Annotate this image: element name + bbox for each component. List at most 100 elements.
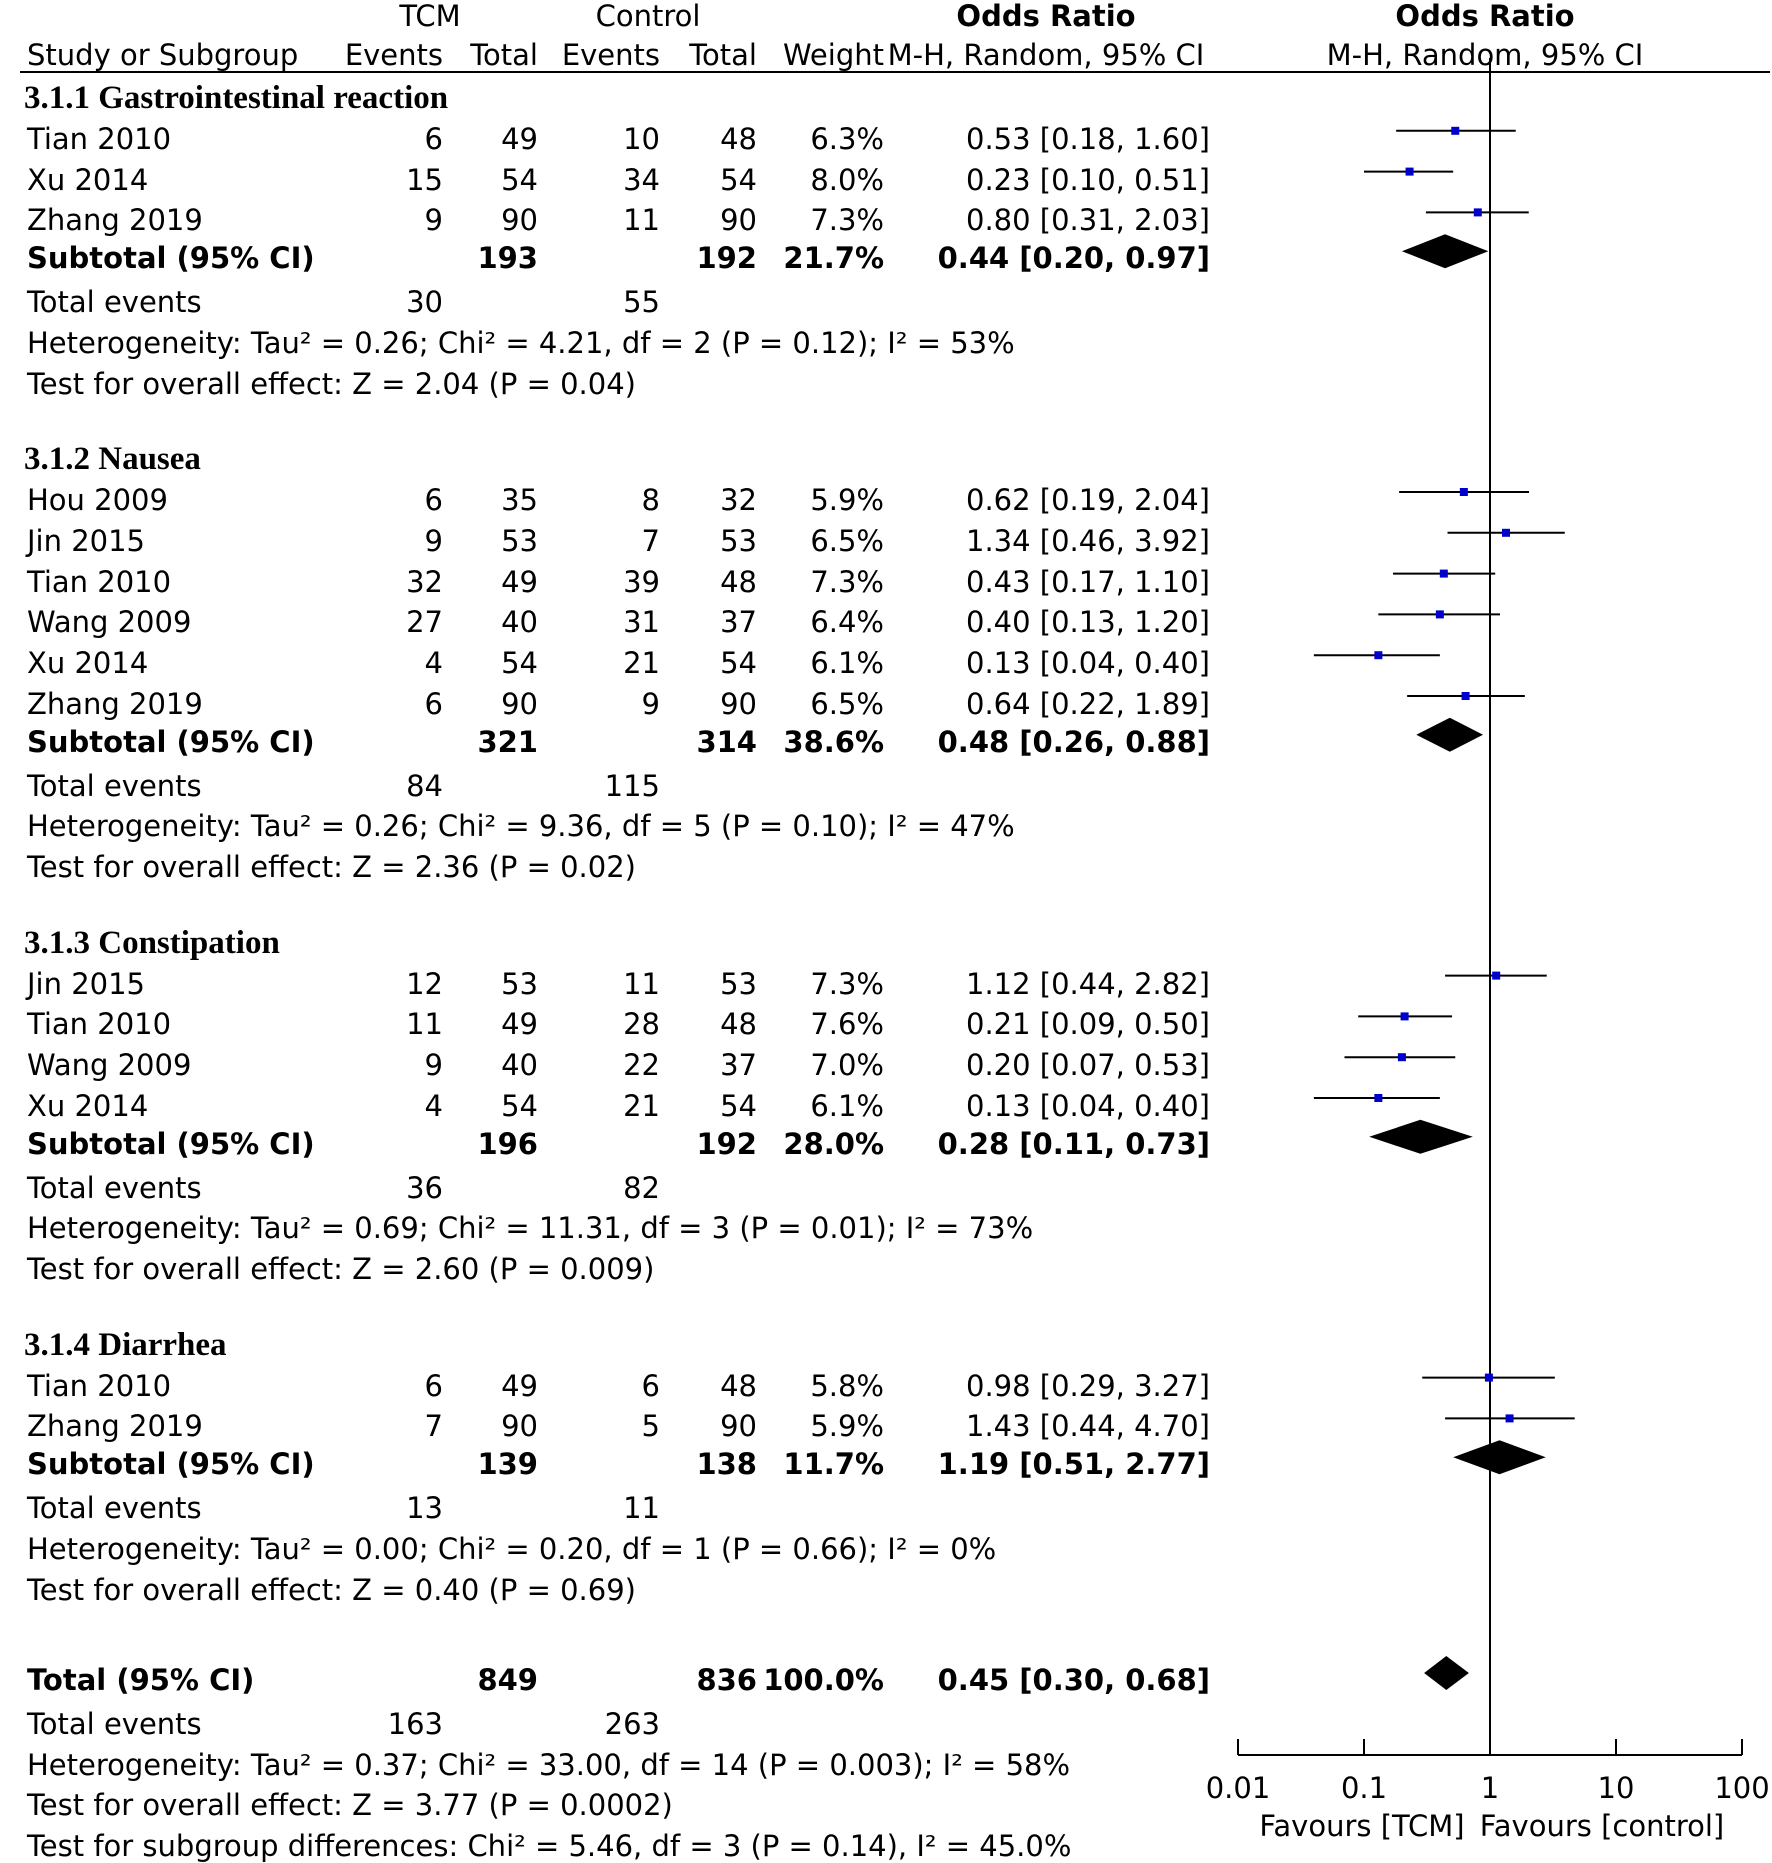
study-tcm-events: 32 bbox=[406, 564, 443, 599]
axis-tick-label: 10 bbox=[1597, 1771, 1635, 1805]
study-tcm-total: 54 bbox=[501, 646, 538, 681]
study-control-events: 34 bbox=[623, 162, 660, 197]
study-control-events: 31 bbox=[623, 605, 660, 640]
study-odds-ratio: 1.43 [0.44, 4.70] bbox=[966, 1409, 1210, 1444]
header-method-left: M-H, Random, 95% CI bbox=[887, 38, 1205, 72]
study-weight: 6.4% bbox=[810, 605, 884, 640]
study-point-estimate bbox=[1374, 651, 1383, 660]
subtotal-label: Subtotal (95% CI) bbox=[27, 1126, 315, 1161]
study-weight: 7.3% bbox=[810, 203, 884, 238]
header-odds-ratio-right: Odds Ratio bbox=[1395, 0, 1575, 33]
study-tcm-events: 6 bbox=[424, 1368, 443, 1403]
study-name: Zhang 2019 bbox=[27, 203, 203, 238]
header-tcm-total: Total bbox=[470, 38, 538, 72]
axis-tick-label: 0.1 bbox=[1340, 1771, 1388, 1805]
study-name: Wang 2009 bbox=[27, 605, 192, 640]
study-name: Jin 2015 bbox=[27, 523, 146, 558]
total-odds-ratio: 0.45 [0.30, 0.68] bbox=[937, 1663, 1210, 1697]
overall-effect-text: Test for overall effect: Z = 2.04 (P = 0… bbox=[27, 366, 636, 401]
overall-effect-text: Test for overall effect: Z = 2.36 (P = 0… bbox=[27, 850, 636, 885]
subtotal-tcm-total: 193 bbox=[477, 241, 538, 276]
subgroup-differences-text: Test for subgroup differences: Chi² = 5.… bbox=[27, 1829, 1072, 1863]
study-weight: 7.6% bbox=[810, 1007, 884, 1042]
study-weight: 7.3% bbox=[810, 564, 884, 599]
study-tcm-events: 11 bbox=[406, 1007, 443, 1042]
subtotal-control-total: 192 bbox=[696, 241, 757, 276]
subtotal-control-total: 192 bbox=[696, 1126, 757, 1161]
study-tcm-total: 53 bbox=[501, 523, 538, 558]
study-control-total: 48 bbox=[720, 564, 757, 599]
overall-effect-text: Test for overall effect: Z = 2.60 (P = 0… bbox=[27, 1252, 655, 1287]
subgroup-title: 3.1.3 Constipation bbox=[24, 924, 280, 961]
total-events-control: 55 bbox=[623, 285, 660, 319]
study-odds-ratio: 0.62 [0.19, 2.04] bbox=[966, 483, 1210, 517]
study-weight: 6.1% bbox=[810, 646, 884, 681]
study-control-total: 37 bbox=[720, 1048, 757, 1083]
heterogeneity-text: Heterogeneity: Tau² = 0.00; Chi² = 0.20,… bbox=[27, 1531, 997, 1566]
study-point-estimate bbox=[1405, 167, 1414, 176]
subtotal-weight: 21.7% bbox=[783, 241, 884, 276]
study-tcm-total: 54 bbox=[501, 1089, 538, 1123]
study-weight: 8.0% bbox=[810, 162, 884, 197]
study-tcm-total: 49 bbox=[501, 1368, 538, 1403]
subtotal-tcm-total: 139 bbox=[477, 1447, 538, 1482]
total-events-control: 11 bbox=[623, 1491, 660, 1525]
study-point-estimate bbox=[1492, 971, 1501, 980]
study-control-events: 9 bbox=[641, 687, 660, 721]
header-odds-ratio-left: Odds Ratio bbox=[956, 0, 1136, 33]
study-weight: 5.9% bbox=[810, 483, 884, 517]
subtotal-label: Subtotal (95% CI) bbox=[27, 241, 315, 276]
header-tcm: TCM bbox=[399, 0, 461, 33]
axis-tick-label: 1 bbox=[1480, 1771, 1500, 1805]
axis-tick-label: 0.01 bbox=[1205, 1771, 1271, 1805]
favours-tcm-label: Favours [TCM] bbox=[1259, 1809, 1465, 1843]
study-tcm-events: 7 bbox=[424, 1409, 443, 1444]
summary-diamond bbox=[1453, 1440, 1546, 1475]
study-tcm-events: 6 bbox=[424, 483, 443, 517]
study-tcm-events: 27 bbox=[406, 605, 443, 640]
study-control-total: 48 bbox=[720, 1007, 757, 1042]
study-odds-ratio: 0.43 [0.17, 1.10] bbox=[966, 564, 1210, 599]
total-events-label: Total events bbox=[27, 768, 202, 803]
study-odds-ratio: 0.21 [0.09, 0.50] bbox=[966, 1007, 1210, 1042]
study-control-total: 37 bbox=[720, 605, 757, 640]
study-tcm-events: 9 bbox=[424, 203, 443, 238]
study-weight: 7.0% bbox=[810, 1048, 884, 1083]
study-name: Xu 2014 bbox=[27, 646, 149, 681]
total-events-tcm: 13 bbox=[406, 1491, 443, 1525]
total-control-total: 836 bbox=[696, 1663, 757, 1697]
study-point-estimate bbox=[1505, 1414, 1514, 1423]
subtotal-odds-ratio: 0.44 [0.20, 0.97] bbox=[937, 241, 1210, 276]
study-control-events: 7 bbox=[641, 523, 660, 558]
study-weight: 6.3% bbox=[810, 121, 884, 156]
subtotal-odds-ratio: 0.28 [0.11, 0.73] bbox=[937, 1126, 1210, 1161]
study-name: Hou 2009 bbox=[27, 483, 168, 517]
subtotal-control-total: 138 bbox=[696, 1447, 757, 1482]
study-control-events: 11 bbox=[623, 966, 660, 1001]
study-control-total: 90 bbox=[720, 203, 757, 238]
total-weight: 100.0% bbox=[763, 1663, 884, 1697]
total-events-tcm: 84 bbox=[406, 768, 443, 803]
overall-effect-text: Test for overall effect: Z = 3.77 (P = 0… bbox=[27, 1788, 673, 1823]
study-tcm-events: 15 bbox=[406, 162, 443, 197]
study-control-events: 39 bbox=[623, 564, 660, 599]
study-tcm-total: 49 bbox=[501, 121, 538, 156]
total-events-label: Total events bbox=[27, 1170, 202, 1205]
favours-control-label: Favours [control] bbox=[1479, 1809, 1725, 1843]
overall-effect-text: Test for overall effect: Z = 0.40 (P = 0… bbox=[27, 1572, 636, 1607]
study-control-total: 54 bbox=[720, 162, 757, 197]
study-weight: 7.3% bbox=[810, 966, 884, 1001]
study-tcm-total: 90 bbox=[501, 203, 538, 238]
study-tcm-events: 4 bbox=[424, 646, 443, 681]
subtotal-tcm-total: 196 bbox=[477, 1126, 538, 1161]
study-name: Tian 2010 bbox=[27, 564, 172, 599]
study-weight: 5.9% bbox=[810, 1409, 884, 1444]
study-tcm-events: 12 bbox=[406, 966, 443, 1001]
subgroup-title: 3.1.2 Nausea bbox=[24, 441, 201, 478]
study-point-estimate bbox=[1435, 610, 1444, 619]
header-weight: Weight bbox=[782, 38, 884, 72]
study-tcm-total: 90 bbox=[501, 1409, 538, 1444]
subtotal-control-total: 314 bbox=[696, 724, 757, 759]
subtotal-weight: 11.7% bbox=[783, 1447, 884, 1482]
